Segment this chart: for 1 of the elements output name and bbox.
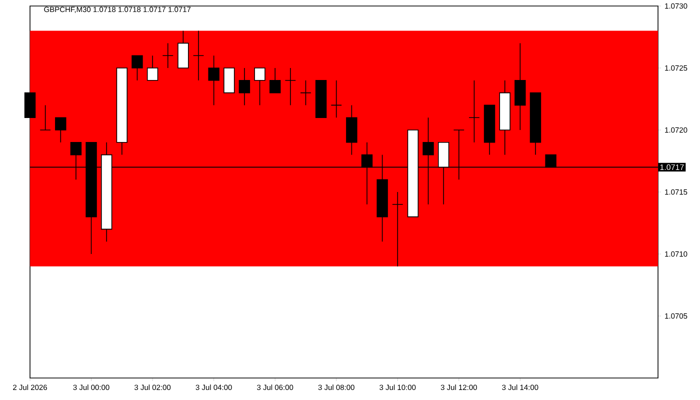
ref-line-label: 1.0717 [660,164,684,170]
